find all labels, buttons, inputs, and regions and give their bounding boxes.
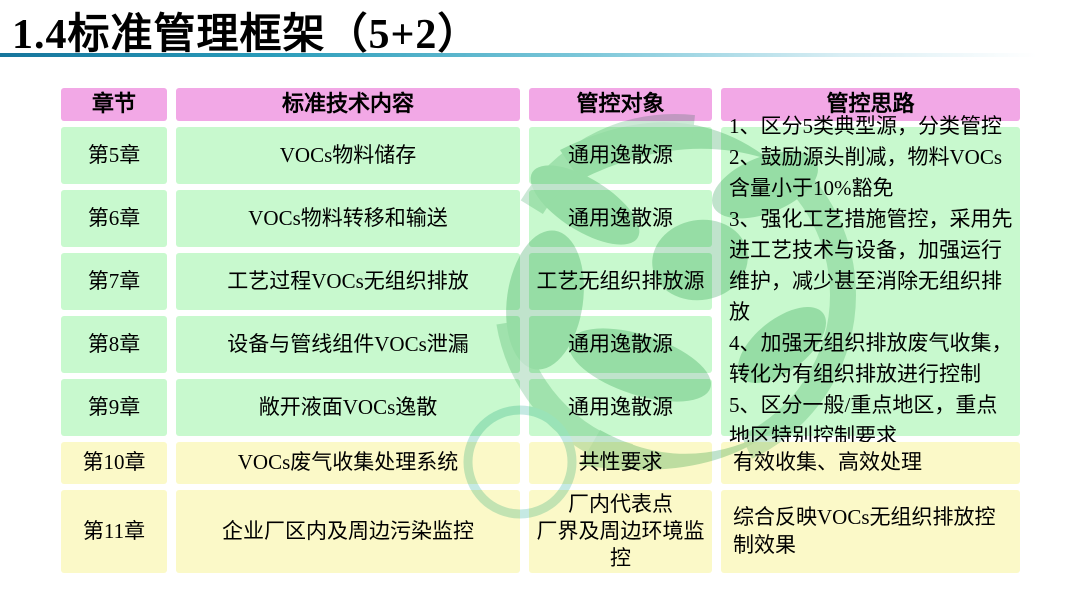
title-underline [0,53,1080,57]
table-cell-target: 厂内代表点 厂界及周边环境监控 [529,490,712,573]
framework-table: 章节 标准技术内容 管控对象 管控思路 第5章 VOCs物料储存 通用逸散源 1… [61,88,1020,573]
column-header-content: 标准技术内容 [176,88,520,121]
column-header-target: 管控对象 [529,88,712,121]
table-cell-target: 通用逸散源 [529,190,712,247]
table-cell-chapter: 第11章 [61,490,167,573]
page-title: 1.4标准管理框架（5+2） [12,12,481,58]
table-cell-merged-approach: 1、区分5类典型源，分类管控 2、鼓励源头削减，物料VOCs含量小于10%豁免 … [721,114,1020,448]
table-cell-content: 工艺过程VOCs无组织排放 [176,253,520,310]
table-cell-target: 通用逸散源 [529,316,712,373]
table-cell-chapter: 第5章 [61,127,167,184]
table-cell-chapter: 第8章 [61,316,167,373]
column-header-chapter: 章节 [61,88,167,121]
table-cell-content: 设备与管线组件VOCs泄漏 [176,316,520,373]
table-cell-chapter: 第9章 [61,379,167,436]
table-cell-approach: 有效收集、高效处理 [721,442,1020,484]
table-cell-chapter: 第7章 [61,253,167,310]
table-cell-target: 通用逸散源 [529,379,712,436]
bottom-fade [0,581,1080,607]
table-cell-target: 共性要求 [529,442,712,484]
table-cell-target: 工艺无组织排放源 [529,253,712,310]
table-cell-chapter: 第6章 [61,190,167,247]
table-cell-content: VOCs物料储存 [176,127,520,184]
table-cell-chapter: 第10章 [61,442,167,484]
table-cell-content: VOCs物料转移和输送 [176,190,520,247]
table-cell-content: VOCs废气收集处理系统 [176,442,520,484]
table-cell-content: 企业厂区内及周边污染监控 [176,490,520,573]
table-cell-approach: 综合反映VOCs无组织排放控制效果 [721,490,1020,573]
table-cell-target: 通用逸散源 [529,127,712,184]
table-cell-content: 敞开液面VOCs逸散 [176,379,520,436]
